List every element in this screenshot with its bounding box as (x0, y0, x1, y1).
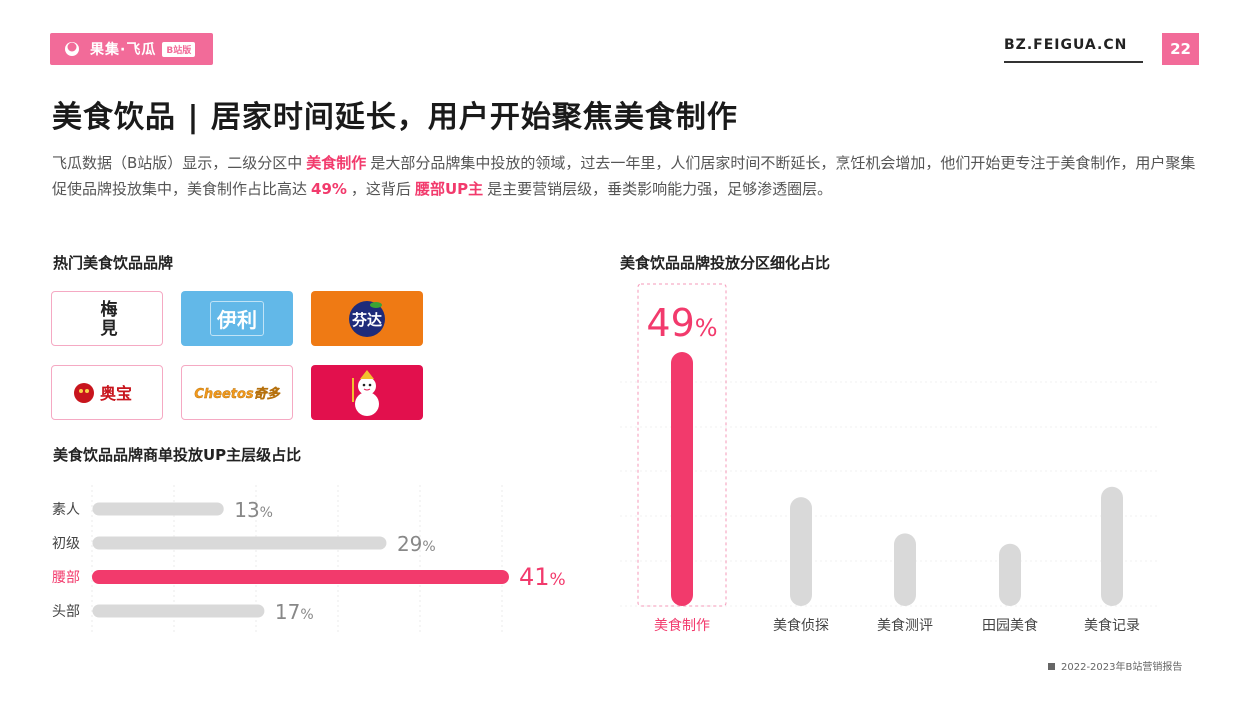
dist-category-label: 美食记录 (1084, 617, 1140, 634)
logo-tag: B站版 (162, 41, 196, 57)
up-category-label: 头部 (52, 604, 80, 620)
up-category-label: 素人 (52, 502, 80, 518)
yili-logo: 伊利 (210, 301, 264, 336)
dist-category-label: 美食侦探 (773, 617, 829, 634)
up-category-label: 腰部 (52, 570, 80, 586)
url-underline (1004, 61, 1143, 63)
dist-bar (999, 543, 1021, 606)
dist-category-label: 田园美食 (982, 617, 1038, 634)
brand-tile-cheetos: Cheetos奇多 (181, 365, 293, 420)
dist-category-label: 美食测评 (877, 617, 933, 634)
brand-tile-mixue (311, 365, 423, 420)
snowman-mascot-icon (352, 369, 379, 416)
dist-bar (671, 352, 693, 606)
meijian-logo: 梅見 (96, 299, 117, 338)
up-value-label: 17% (275, 600, 314, 624)
cheetos-logo: Cheetos奇多 (194, 385, 281, 402)
footer-text: 2022-2023年B站营销报告 (1061, 662, 1183, 673)
intro-text-2: 是大部分品牌集中投放的领域，过去一年里，人们居家时间不断延长，烹饪机会增加，他们… (52, 154, 1196, 198)
dist-bar (790, 497, 812, 606)
intro-highlight-2: 49% (311, 180, 347, 198)
intro-highlight-1: 美食制作 (306, 154, 367, 172)
distribution-bar-chart: 49% 美食制作 美食侦探 美食测评 田园美食 美食记录 (620, 283, 1160, 634)
brand-tile-fanta: 芬达 (311, 291, 423, 346)
up-chart-title: 美食饮品品牌商单投放UP主层级占比 (53, 446, 302, 464)
svg-text:芬达: 芬达 (352, 311, 382, 329)
dist-category-label: 美食制作 (654, 617, 710, 634)
dist-bar (1101, 486, 1123, 606)
up-level-bar-chart: 素人 13% 初级 29% 腰部 41% 头部 17% (52, 485, 566, 635)
dist-bar (894, 533, 916, 606)
intro-text-1: 飞瓜数据（B站版）显示，二级分区中 (52, 154, 303, 172)
logo-mark-icon (65, 42, 79, 56)
page-number: 22 (1162, 33, 1199, 65)
page-title: 美食饮品 | 居家时间延长，用户开始聚焦美食制作 (52, 100, 738, 135)
site-url[interactable]: BZ.FEIGUA.CN (1004, 37, 1128, 53)
footer-source: 2022-2023年B站营销报告 (1048, 658, 1182, 673)
up-value-label: 29% (397, 532, 436, 556)
up-value-label: 13% (234, 498, 273, 522)
up-category-label: 初级 (52, 535, 80, 552)
intro-text-3: ，这背后 (350, 180, 411, 198)
brands-section-title: 热门美食饮品品牌 (53, 254, 174, 272)
svg-text:奥宝: 奥宝 (100, 384, 132, 403)
fanta-logo: 芬达 (349, 300, 385, 337)
footer-square-icon (1048, 663, 1055, 670)
dist-value-label: 49% (646, 301, 717, 345)
brand-logo: 果集·飞瓜 B站版 (50, 33, 213, 65)
intro-text-4: 是主要营销层级，垂类影响能力强，足够渗透圈层。 (487, 180, 833, 198)
brand-tile-yili: 伊利 (181, 291, 293, 346)
logo-brand-text: 果集·飞瓜 (90, 42, 157, 58)
intro-highlight-3: 腰部UP主 (414, 180, 484, 198)
intro-paragraph: 飞瓜数据（B站版）显示，二级分区中 美食制作 是大部分品牌集中投放的领域，过去一年里… (52, 150, 1202, 202)
distribution-chart-title: 美食饮品品牌投放分区细化占比 (620, 254, 831, 272)
brand-tile-meijian: 梅見 (51, 291, 163, 346)
svg-text:Cheetos奇多: Cheetos奇多 (194, 386, 280, 402)
up-value-label: 41% (519, 563, 566, 591)
brand-tile-aobao: 奥宝 (51, 365, 163, 420)
aobao-logo: 奥宝 (74, 382, 132, 403)
